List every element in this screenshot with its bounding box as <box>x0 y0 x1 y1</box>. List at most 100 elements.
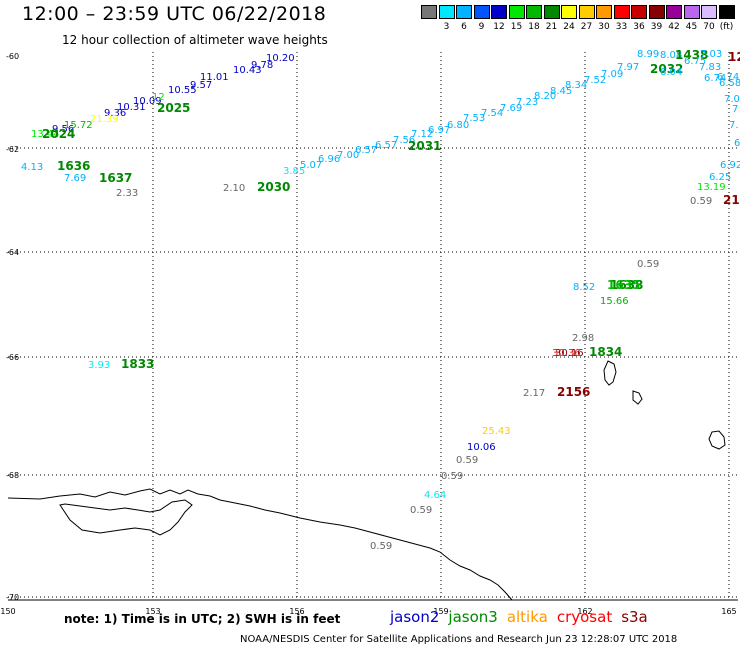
wave-height-value: 7.12 <box>411 129 433 140</box>
legend-swatch <box>683 5 700 19</box>
wave-height-value: 7. <box>729 120 739 131</box>
wave-height-value: 6.04 <box>660 67 682 78</box>
wave-height-value: 7.97 <box>617 62 639 73</box>
wave-height-value: 7.0 <box>724 94 740 105</box>
wave-height-value: 8.99 <box>637 49 659 60</box>
mission-altika: altika <box>506 608 548 626</box>
legend-swatch <box>648 5 665 19</box>
lon-tick-label: 165 <box>721 607 736 616</box>
wave-height-value: 10.31 <box>117 102 146 113</box>
wave-height-value: 8.34 <box>565 80 587 91</box>
wave-height-value: 4.13 <box>21 162 43 173</box>
lat-tick-label: -60 <box>6 52 19 61</box>
wave-height-value: 6.92 <box>720 160 740 171</box>
wave-height-value: 6.25 <box>709 172 731 183</box>
wave-height-value: 25.43 <box>482 426 511 437</box>
mission-legend: jason2 jason3 altika cryosat s3a <box>390 608 657 626</box>
wave-height-value: 10.09 <box>133 96 162 107</box>
wave-height-value: 21.39 <box>90 114 119 125</box>
lon-tick-label: 162 <box>577 607 592 616</box>
lon-tick-label: 156 <box>289 607 304 616</box>
legend-label: 9 <box>478 22 485 32</box>
wave-height-value: 6.75 <box>684 56 706 67</box>
island-2 <box>632 390 643 405</box>
legend-label: 15 <box>510 22 523 32</box>
legend-swatch <box>473 5 490 19</box>
legend-swatch <box>526 5 542 19</box>
legend-swatch <box>456 5 472 19</box>
pass-time-label: 1438 <box>675 48 708 62</box>
wave-height-value: 6.96 <box>318 154 340 165</box>
wave-height-value: 6.80 <box>447 120 469 131</box>
wave-height-value: 9.57 <box>190 80 212 91</box>
wave-height-value: 7.03 <box>700 49 722 60</box>
wave-height-value: 7.53 <box>463 113 485 124</box>
island-1 <box>603 360 617 386</box>
lat-tick-label: -68 <box>6 471 19 480</box>
pass-time-label: 2030 <box>257 180 290 194</box>
legend-label: 3 <box>443 22 450 32</box>
legend-swatch <box>561 5 577 19</box>
wave-height-value: 7.00 <box>337 150 359 161</box>
wave-height-value: 11.01 <box>200 72 229 83</box>
wave-height-value: 12 <box>152 92 165 103</box>
wave-height-value: 4.64 <box>424 490 446 501</box>
map-subtitle: 12 hour collection of altimeter wave hei… <box>62 33 328 47</box>
pass-time-label: 1635 <box>607 278 640 292</box>
wave-height-value: 10.06 <box>467 442 496 453</box>
pass-time-label: 1834 <box>589 345 622 359</box>
wave-height-value: 0.59 <box>410 505 432 516</box>
legend-swatch <box>631 5 647 19</box>
legend-label: (ft) <box>719 22 734 32</box>
pass-time-label: 2031 <box>408 139 441 153</box>
legend-label: 30 <box>598 22 610 32</box>
pass-time-label: 1638 <box>610 278 643 292</box>
pass-time-label: 1833 <box>121 357 154 371</box>
wave-height-value: 7.52 <box>584 75 606 86</box>
legend-label: 33 <box>615 22 628 32</box>
island-3 <box>708 430 726 450</box>
lat-tick-label: -62 <box>6 145 19 154</box>
legend-swatch <box>666 5 682 19</box>
legend-label: 27 <box>580 22 593 32</box>
wave-height-value: 10.43 <box>233 65 262 76</box>
pass-time-label: 1637 <box>99 171 132 185</box>
wave-height-value: 2.98 <box>572 333 594 344</box>
legend-swatch <box>596 5 612 19</box>
grid-lines <box>8 52 738 601</box>
wave-height-value: 6.97 <box>428 125 450 136</box>
mission-jason3: jason3 <box>448 608 498 626</box>
wave-height-value: 6 <box>734 138 740 149</box>
wave-height-value: 0.59 <box>690 196 712 207</box>
mission-cryosat: cryosat <box>556 608 613 626</box>
wave-height-value: 8.20 <box>534 91 556 102</box>
pass-time-label: 2156 <box>557 385 590 399</box>
wave-height-value: 3.85 <box>283 166 305 177</box>
wave-height-value: 8.45 <box>550 86 572 97</box>
legend-swatch <box>718 5 735 19</box>
legend-label: 18 <box>528 22 540 32</box>
wave-height-value: 0.59 <box>370 541 392 552</box>
wave-height-value: 13.44 <box>31 129 60 140</box>
wave-height-value: 0.59 <box>441 471 463 482</box>
wave-height-value: 0.59 <box>456 455 478 466</box>
wave-height-value: 6.58 <box>719 78 740 89</box>
wave-height-value: 6.57 <box>375 140 397 151</box>
pass-time-label: 2024 <box>42 127 75 141</box>
pass-time-label: 1636 <box>57 159 90 173</box>
lat-tick-label: -70 <box>6 593 19 602</box>
antarctic-coast <box>7 488 513 601</box>
wave-height-value: 2.17 <box>523 388 545 399</box>
wave-height-value: 7.83 <box>699 62 721 73</box>
legend-label: 21 <box>545 22 558 32</box>
wave-height-value: 8.08 <box>660 50 682 61</box>
wave-height-value: 13.19 <box>697 182 726 193</box>
legend-label: 45 <box>685 22 698 32</box>
lon-tick-label: 153 <box>145 607 160 616</box>
wave-height-value: 5.07 <box>300 160 322 171</box>
pass-time-label: 12 <box>728 50 740 64</box>
credit-line: NOAA/NESDIS Center for Satellite Applica… <box>240 634 678 645</box>
legend-label: 12 <box>493 22 505 32</box>
legend-swatch <box>438 5 455 19</box>
